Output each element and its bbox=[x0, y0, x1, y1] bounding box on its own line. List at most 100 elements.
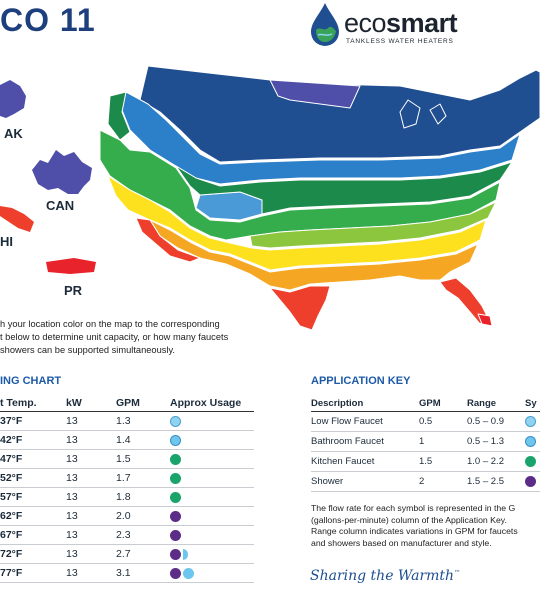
cell-gpm: 2.0 bbox=[116, 506, 170, 526]
table-row: 47°F 13 1.5 bbox=[0, 449, 254, 469]
cell-usage bbox=[170, 411, 254, 431]
col-header-gpm: GPM bbox=[419, 395, 467, 412]
cell-gpm: 2.3 bbox=[116, 525, 170, 545]
instruction-line: h your location color on the map to the … bbox=[0, 319, 220, 329]
brand-tagline: TANKLESS WATER HEATERS bbox=[346, 38, 454, 45]
cell-kw: 13 bbox=[66, 525, 116, 545]
table-row: 72°F 13 2.7 bbox=[0, 544, 254, 564]
cell-temp: 77°F bbox=[0, 563, 66, 583]
cell-kw: 13 bbox=[66, 487, 116, 507]
cell-usage bbox=[170, 449, 254, 469]
cell-kw: 13 bbox=[66, 430, 116, 450]
zone-darkred bbox=[477, 313, 493, 327]
usage-sh-icon bbox=[170, 510, 181, 522]
symbol-lf-icon bbox=[525, 415, 536, 427]
col-header-description: Description bbox=[311, 395, 419, 412]
cell-usage bbox=[170, 468, 254, 488]
symbol-sh-icon bbox=[525, 475, 536, 487]
application-key-table: Description GPM Range Sy Low Flow Faucet… bbox=[311, 395, 540, 492]
usage-kf-icon bbox=[170, 472, 181, 484]
usa-map bbox=[99, 65, 540, 331]
usage-bf-icon bbox=[170, 434, 181, 446]
cell-gpm: 0.5 bbox=[419, 411, 467, 432]
cell-usage bbox=[170, 563, 254, 583]
table-row: 67°F 13 2.3 bbox=[0, 525, 254, 545]
cell-desc: Kitchen Faucet bbox=[311, 451, 419, 472]
usage-sh-icon bbox=[170, 548, 181, 560]
table-row: Kitchen Faucet 1.5 1.0 – 2.2 bbox=[311, 451, 540, 472]
table-row: 57°F 13 1.8 bbox=[0, 487, 254, 507]
table-row: Shower 2 1.5 – 2.5 bbox=[311, 471, 540, 492]
col-header-kw: kW bbox=[66, 395, 116, 412]
cell-gpm: 1.4 bbox=[116, 430, 170, 450]
cell-temp: 72°F bbox=[0, 544, 66, 564]
cell-gpm: 1.5 bbox=[419, 451, 467, 472]
cell-usage bbox=[170, 506, 254, 526]
cell-temp: 57°F bbox=[0, 487, 66, 507]
note-line: Range column indicates variations in GPM… bbox=[311, 526, 518, 536]
col-header-symbol: Sy bbox=[525, 395, 540, 412]
cell-gpm: 2.7 bbox=[116, 544, 170, 564]
usage-wave-icon bbox=[183, 567, 194, 579]
zone-green bbox=[99, 129, 501, 241]
symbol-kf-icon bbox=[525, 455, 536, 467]
cell-temp: 62°F bbox=[0, 506, 66, 526]
water-drop-globe-icon bbox=[311, 3, 339, 46]
cell-symbol bbox=[525, 431, 540, 452]
instruction-line: t below to determine unit capacity, or h… bbox=[0, 332, 229, 342]
usage-sh-icon bbox=[170, 529, 181, 541]
zone-orange bbox=[149, 219, 479, 291]
cell-gpm: 1.8 bbox=[116, 487, 170, 507]
usage-half-icon bbox=[183, 548, 188, 560]
cell-gpm: 1 bbox=[419, 431, 467, 452]
app-header-row: Description GPM Range Sy bbox=[311, 395, 540, 412]
table-row: Low Flow Faucet 0.5 0.5 – 0.9 bbox=[311, 411, 540, 432]
table-row: Bathroom Faucet 1 0.5 – 1.3 bbox=[311, 431, 540, 452]
cell-symbol bbox=[525, 471, 540, 492]
cell-usage bbox=[170, 525, 254, 545]
zone-navy bbox=[139, 65, 540, 163]
usage-kf-icon bbox=[170, 491, 181, 503]
cell-kw: 13 bbox=[66, 468, 116, 488]
cell-desc: Low Flow Faucet bbox=[311, 411, 419, 432]
cell-symbol bbox=[525, 411, 540, 432]
cell-range: 0.5 – 1.3 bbox=[467, 431, 525, 452]
usage-sh-icon bbox=[170, 567, 181, 579]
cell-gpm: 1.7 bbox=[116, 468, 170, 488]
cell-temp: 47°F bbox=[0, 449, 66, 469]
hawaii-shape bbox=[0, 206, 34, 232]
usage-lf-icon bbox=[170, 415, 181, 427]
sizing-header-row: t Temp. kW GPM Approx Usage bbox=[0, 395, 254, 412]
application-key-note: The flow rate for each symbol is represe… bbox=[311, 503, 540, 549]
col-header-gpm: GPM bbox=[116, 395, 170, 412]
cell-kw: 13 bbox=[66, 544, 116, 564]
instruction-line: showers can be supported simultaneously. bbox=[0, 345, 176, 355]
note-line: and showers based on manufacturer and st… bbox=[311, 537, 492, 548]
cell-kw: 13 bbox=[66, 506, 116, 526]
table-row: 52°F 13 1.7 bbox=[0, 468, 254, 488]
table-row: 62°F 13 2.0 bbox=[0, 506, 254, 526]
table-row: 42°F 13 1.4 bbox=[0, 430, 254, 450]
col-header-temp: t Temp. bbox=[0, 395, 66, 412]
zone-navy-ne bbox=[399, 99, 447, 129]
label-ak: AK bbox=[4, 126, 23, 141]
canada-shape bbox=[32, 150, 92, 194]
cell-usage bbox=[170, 430, 254, 450]
cell-gpm: 2 bbox=[419, 471, 467, 492]
ecosmart-logo: ecosmart TANKLESS WATER HEATERS bbox=[308, 2, 473, 48]
zone-red bbox=[135, 217, 489, 331]
cell-gpm: 1.3 bbox=[116, 411, 170, 431]
map-instructions: h your location color on the map to the … bbox=[0, 318, 270, 357]
sizing-chart-title: ING CHART bbox=[0, 375, 62, 387]
col-header-range: Range bbox=[467, 395, 525, 412]
label-pr: PR bbox=[64, 283, 83, 298]
cell-temp: 42°F bbox=[0, 430, 66, 450]
sizing-chart-table: t Temp. kW GPM Approx Usage 37°F 13 1.3 42°… bbox=[0, 395, 254, 583]
col-header-usage: Approx Usage bbox=[170, 395, 254, 412]
alaska-shape bbox=[0, 80, 26, 118]
application-key-title: APPLICATION KEY bbox=[311, 375, 411, 387]
puerto-rico-shape bbox=[46, 258, 96, 274]
label-can: CAN bbox=[46, 198, 74, 213]
zone-lightgreen bbox=[249, 201, 497, 249]
cell-temp: 52°F bbox=[0, 468, 66, 488]
